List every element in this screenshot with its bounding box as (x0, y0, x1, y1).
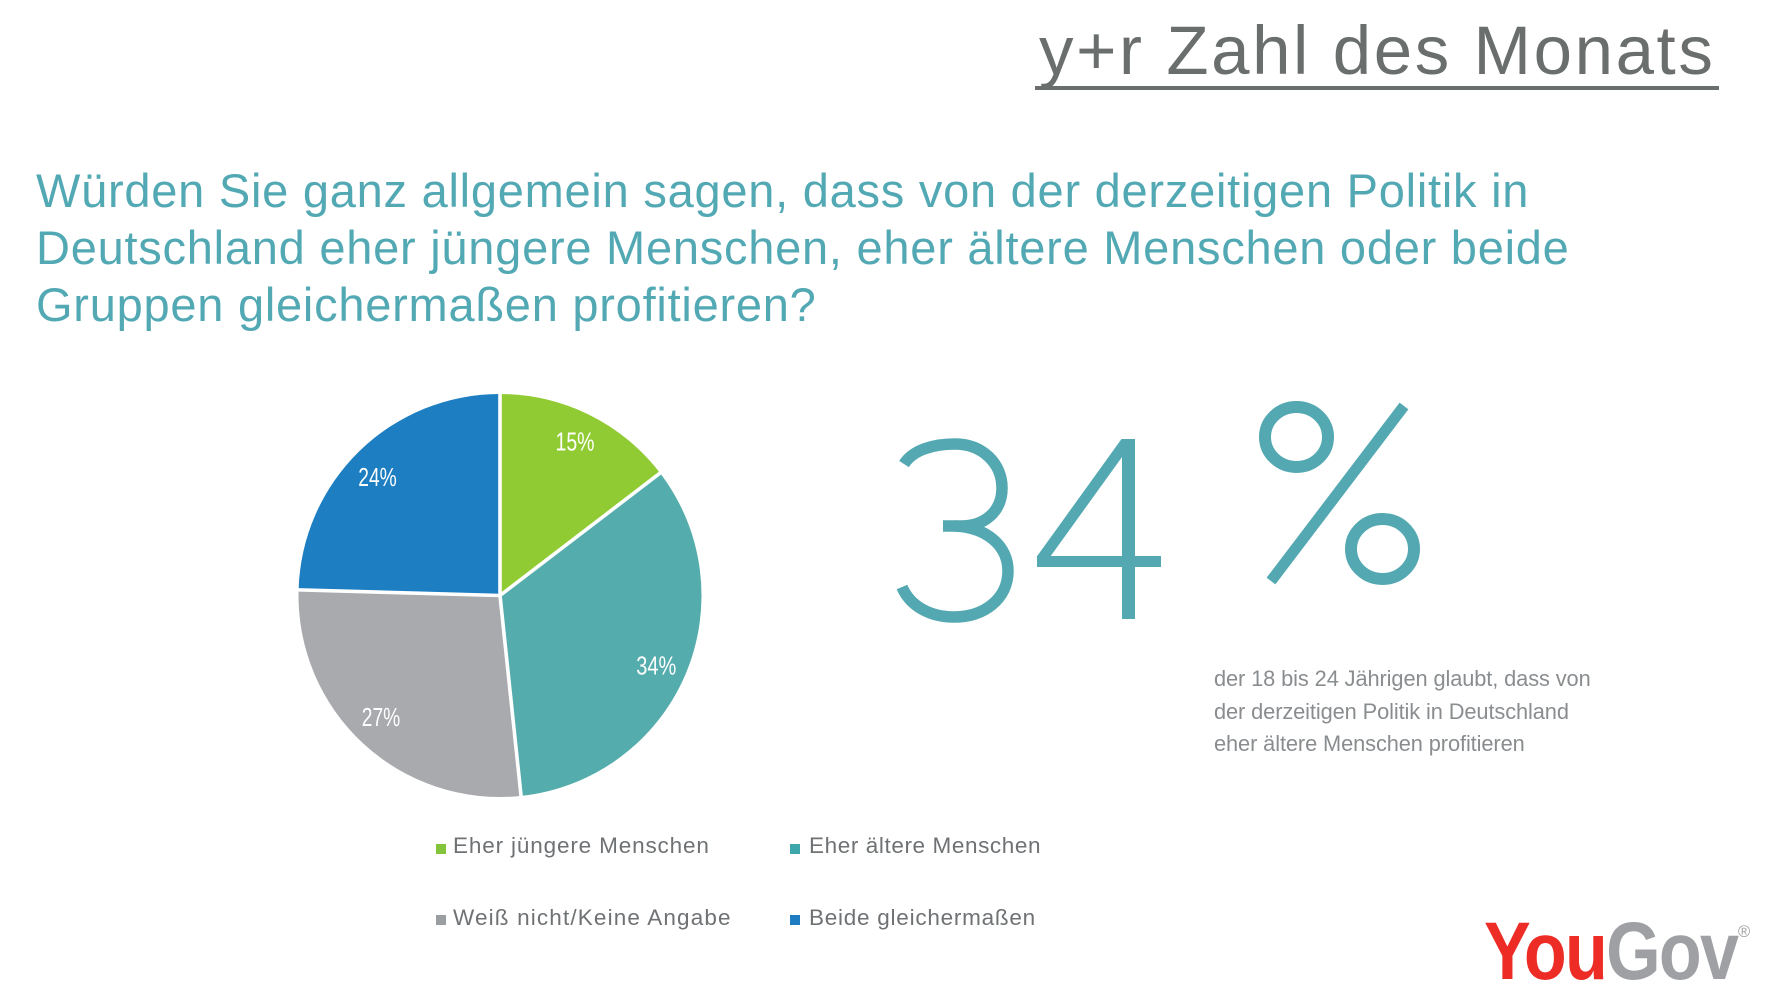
svg-text:27%: 27% (362, 702, 400, 732)
svg-text:34%: 34% (636, 651, 676, 680)
svg-text:24%: 24% (358, 462, 396, 492)
svg-text:15%: 15% (555, 427, 594, 456)
